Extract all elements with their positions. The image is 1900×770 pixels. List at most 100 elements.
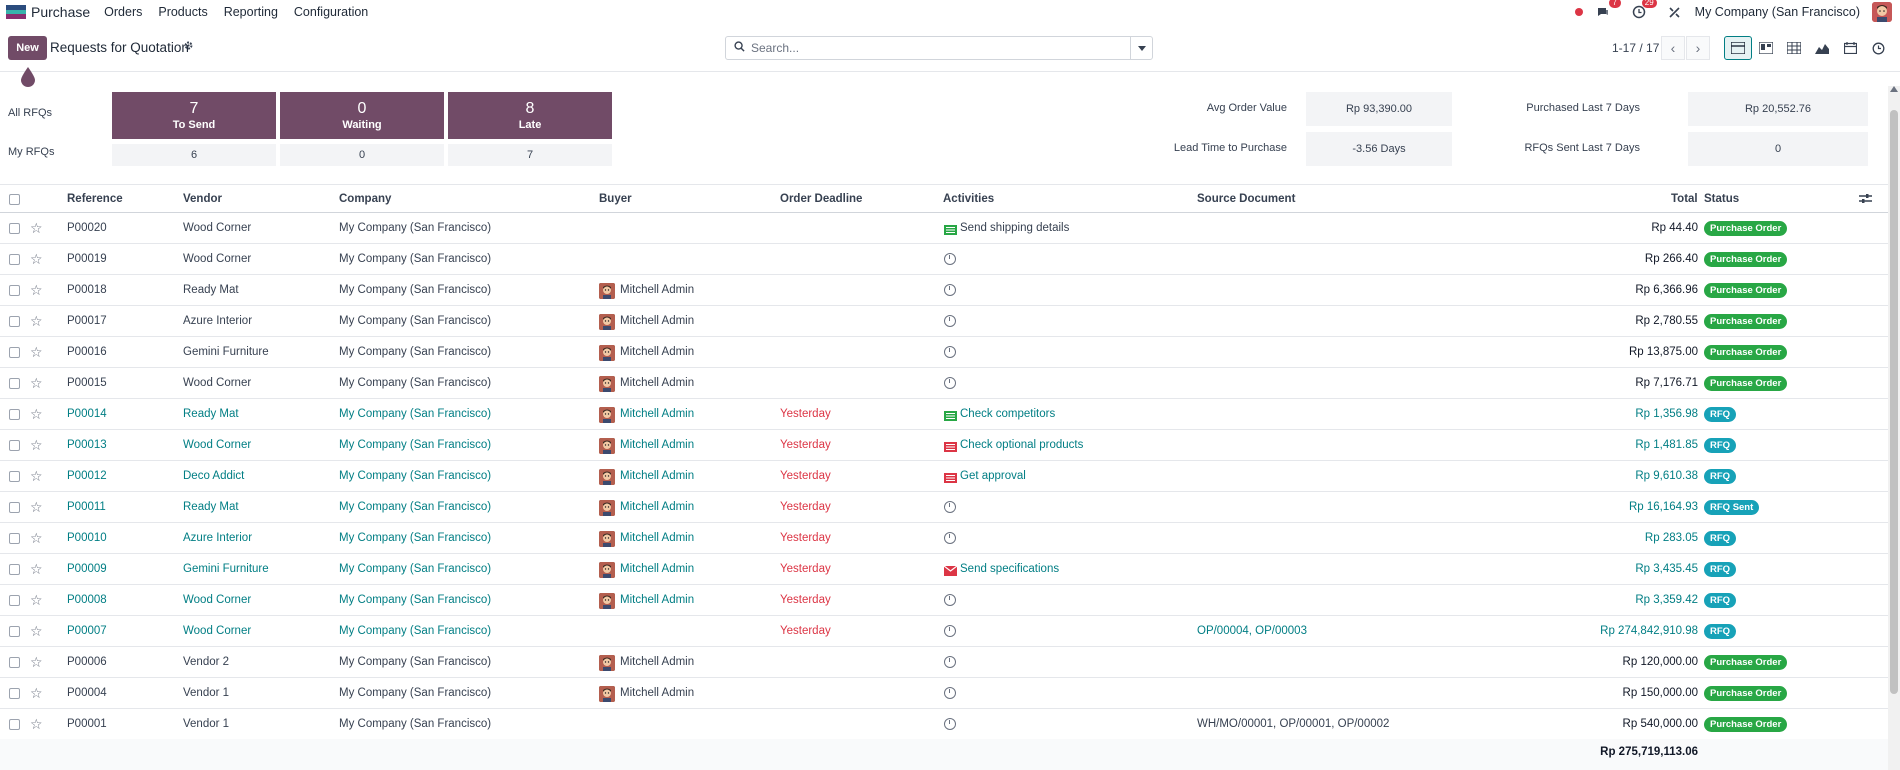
clock-icon[interactable] xyxy=(944,625,956,637)
cell-reference[interactable]: P00017 xyxy=(67,315,107,327)
header-order-deadline[interactable]: Order Deadline xyxy=(780,193,863,205)
cell-reference[interactable]: P00001 xyxy=(67,718,107,730)
cell-buyer[interactable]: Mitchell Admin xyxy=(620,284,695,296)
star-icon[interactable]: ☆ xyxy=(30,251,43,267)
to-send-tile[interactable]: 7 To Send xyxy=(112,92,276,139)
cell-buyer[interactable]: Mitchell Admin xyxy=(620,656,695,668)
cell-reference[interactable]: P00019 xyxy=(67,253,107,265)
my-waiting-count[interactable]: 0 xyxy=(280,144,444,166)
buyer-avatar[interactable] xyxy=(599,562,615,578)
cell-reference[interactable]: P00009 xyxy=(67,563,107,575)
cell-vendor[interactable]: Vendor 1 xyxy=(183,718,230,730)
cell-reference[interactable]: P00007 xyxy=(67,625,107,637)
cell-company[interactable]: My Company (San Francisco) xyxy=(339,315,492,327)
cell-company[interactable]: My Company (San Francisco) xyxy=(339,377,492,389)
cell-activity[interactable]: Send specifications xyxy=(960,563,1060,575)
row-checkbox[interactable] xyxy=(9,409,20,420)
row-checkbox[interactable] xyxy=(9,316,20,327)
pager-next-button[interactable]: › xyxy=(1686,36,1710,60)
star-icon[interactable]: ☆ xyxy=(30,499,43,515)
clock-icon[interactable] xyxy=(944,594,956,606)
buyer-avatar[interactable] xyxy=(599,314,615,330)
todo-late-icon[interactable] xyxy=(944,441,957,452)
star-icon[interactable]: ☆ xyxy=(30,282,43,298)
my-late-count[interactable]: 7 xyxy=(448,144,612,166)
activity-view-button[interactable] xyxy=(1864,36,1892,60)
cell-vendor[interactable]: Vendor 1 xyxy=(183,687,230,699)
row-checkbox[interactable] xyxy=(9,285,20,296)
star-icon[interactable]: ☆ xyxy=(30,313,43,329)
cell-company[interactable]: My Company (San Francisco) xyxy=(339,346,492,358)
cell-vendor[interactable]: Azure Interior xyxy=(183,532,253,544)
cell-vendor[interactable]: Ready Mat xyxy=(183,408,239,420)
cell-vendor[interactable]: Wood Corner xyxy=(183,377,252,389)
cell-buyer[interactable]: Mitchell Admin xyxy=(620,377,695,389)
star-icon[interactable]: ☆ xyxy=(30,406,43,422)
search-bar[interactable] xyxy=(725,36,1153,60)
star-icon[interactable]: ☆ xyxy=(30,561,43,577)
cell-company[interactable]: My Company (San Francisco) xyxy=(339,563,492,575)
table-row[interactable]: ☆ P00015 Wood Corner My Company (San Franci… xyxy=(0,368,1888,399)
buyer-avatar[interactable] xyxy=(599,407,615,423)
cell-reference[interactable]: P00012 xyxy=(67,470,107,482)
graph-view-button[interactable] xyxy=(1808,36,1836,60)
row-checkbox[interactable] xyxy=(9,502,20,513)
buyer-avatar[interactable] xyxy=(599,376,615,392)
cell-vendor[interactable]: Deco Addict xyxy=(183,470,245,482)
cell-vendor[interactable]: Ready Mat xyxy=(183,501,239,513)
buyer-avatar[interactable] xyxy=(599,283,615,299)
cell-reference[interactable]: P00013 xyxy=(67,439,107,451)
pager-value[interactable]: 1-17 / 17 xyxy=(1612,41,1660,55)
cell-vendor[interactable]: Wood Corner xyxy=(183,253,252,265)
header-source-document[interactable]: Source Document xyxy=(1197,193,1296,205)
header-company[interactable]: Company xyxy=(339,193,392,205)
cell-activity[interactable]: Get approval xyxy=(960,470,1026,482)
cell-company[interactable]: My Company (San Francisco) xyxy=(339,439,492,451)
cell-vendor[interactable]: Gemini Furniture xyxy=(183,346,269,358)
cell-activity[interactable]: Check competitors xyxy=(960,408,1056,420)
cell-reference[interactable]: P00020 xyxy=(67,222,107,234)
header-total[interactable]: Total xyxy=(1671,193,1698,205)
pager-previous-button[interactable]: ‹ xyxy=(1661,36,1685,60)
email-late-icon[interactable] xyxy=(943,565,958,576)
kanban-view-button[interactable] xyxy=(1752,36,1780,60)
table-row[interactable]: ☆ P00006 Vendor 2 My Company (San Francisco… xyxy=(0,647,1888,678)
search-input[interactable] xyxy=(751,41,1130,55)
row-checkbox[interactable] xyxy=(9,223,20,234)
cell-activity[interactable]: Send shipping details xyxy=(960,222,1070,234)
cell-buyer[interactable]: Mitchell Admin xyxy=(620,501,695,513)
clock-icon[interactable] xyxy=(944,253,956,265)
header-vendor[interactable]: Vendor xyxy=(183,193,222,205)
row-checkbox[interactable] xyxy=(9,533,20,544)
cell-company[interactable]: My Company (San Francisco) xyxy=(339,408,492,420)
cell-vendor[interactable]: Wood Corner xyxy=(183,594,252,606)
row-checkbox[interactable] xyxy=(9,719,20,730)
app-brand[interactable]: Purchase xyxy=(0,4,104,20)
table-row[interactable]: ☆ P00010 Azure Interior My Company (San Fra… xyxy=(0,523,1888,554)
cell-buyer[interactable]: Mitchell Admin xyxy=(620,315,695,327)
gear-icon[interactable] xyxy=(183,40,194,54)
cell-company[interactable]: My Company (San Francisco) xyxy=(339,253,492,265)
cell-reference[interactable]: P00004 xyxy=(67,687,107,699)
clock-icon[interactable] xyxy=(944,532,956,544)
cell-reference[interactable]: P00011 xyxy=(67,501,106,513)
row-checkbox[interactable] xyxy=(9,254,20,265)
cell-company[interactable]: My Company (San Francisco) xyxy=(339,594,492,606)
header-reference[interactable]: Reference xyxy=(67,193,123,205)
buyer-avatar[interactable] xyxy=(599,438,615,454)
cell-company[interactable]: My Company (San Francisco) xyxy=(339,532,492,544)
cell-activity[interactable]: Check optional products xyxy=(960,439,1084,451)
table-row[interactable]: ☆ P00019 Wood Corner My Company (San Franci… xyxy=(0,244,1888,275)
table-row[interactable]: ☆ P00020 Wood Corner My Company (San Franci… xyxy=(0,213,1888,244)
column-settings-icon[interactable] xyxy=(1859,193,1872,207)
cell-buyer[interactable]: Mitchell Admin xyxy=(620,532,695,544)
table-row[interactable]: ☆ P00007 Wood Corner My Company (San Franci… xyxy=(0,616,1888,647)
row-checkbox[interactable] xyxy=(9,688,20,699)
star-icon[interactable]: ☆ xyxy=(30,220,43,236)
cell-buyer[interactable]: Mitchell Admin xyxy=(620,470,695,482)
star-icon[interactable]: ☆ xyxy=(30,375,43,391)
cell-company[interactable]: My Company (San Francisco) xyxy=(339,222,492,234)
company-switcher[interactable]: My Company (San Francisco) xyxy=(1694,5,1860,19)
cell-buyer[interactable]: Mitchell Admin xyxy=(620,439,695,451)
star-icon[interactable]: ☆ xyxy=(30,592,43,608)
